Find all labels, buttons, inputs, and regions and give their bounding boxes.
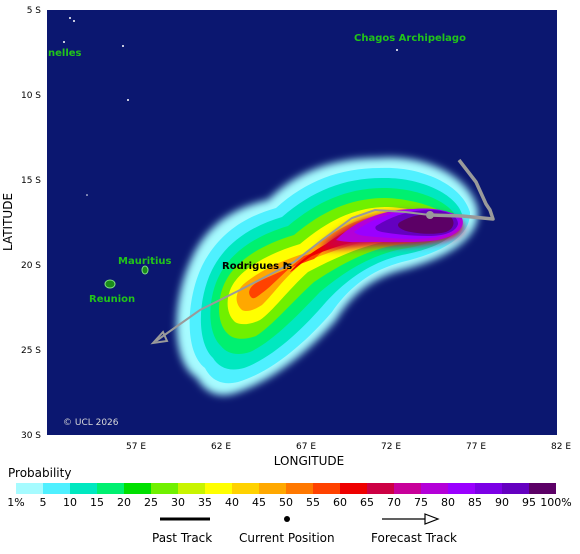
forecast-track (155, 208, 431, 342)
scale-swatch (259, 483, 286, 494)
scale-label: 10 (63, 496, 77, 509)
lat-tick: 30 S (21, 431, 41, 441)
lon-tick: 57 E (126, 442, 146, 452)
current-position-marker (426, 211, 434, 219)
scale-swatch (313, 483, 340, 494)
scale-label: 45 (252, 496, 266, 509)
scale-swatch (16, 483, 43, 494)
place-rodrigues: Rodrigues Is (222, 261, 292, 272)
scale-swatch (151, 483, 178, 494)
lat-tick: 15 S (21, 176, 41, 186)
place-chagos: Chagos Archipelago (354, 33, 466, 44)
probability-map: Chagos Archipelago nelles Mauritius Reun… (1, 6, 571, 468)
lat-tick: 5 S (27, 6, 42, 16)
scale-label: 5 (39, 496, 47, 509)
scale-swatch (43, 483, 70, 494)
scale-label: 50 (279, 496, 293, 509)
scale-label: 35 (198, 496, 212, 509)
place-mauritius: Mauritius (118, 256, 172, 267)
lon-tick: 67 E (296, 442, 316, 452)
scale-label: 65 (360, 496, 374, 509)
past-track-key (160, 517, 210, 521)
place-seychelles: nelles (48, 48, 82, 59)
scale-label: 70 (387, 496, 401, 509)
forecast-arrowhead (150, 330, 169, 345)
scale-label: 85 (468, 496, 482, 509)
scale-label: 60 (333, 496, 347, 509)
scale-label: 80 (441, 496, 455, 509)
scale-label: 90 (495, 496, 509, 509)
lon-tick: 77 E (466, 442, 486, 452)
scale-label: 55 (306, 496, 320, 509)
lat-tick: 10 S (21, 91, 41, 101)
scale-label: 15 (90, 496, 104, 509)
scale-swatch (502, 483, 529, 494)
scale-label: 1% (7, 496, 25, 509)
scale-swatch (124, 483, 151, 494)
scale-swatch (475, 483, 502, 494)
scale-swatch (205, 483, 232, 494)
current-position-label: Current Position (239, 531, 335, 545)
scale-swatch (448, 483, 475, 494)
scale-label: 40 (225, 496, 239, 509)
y-axis-title: LATITUDE (1, 193, 15, 251)
past-track-label: Past Track (152, 531, 213, 545)
forecast-track-key (382, 513, 440, 525)
place-reunion: Reunion (89, 294, 135, 305)
scale-label: 75 (414, 496, 428, 509)
latitude-axis: 5 S 10 S 15 S 20 S 25 S 30 S (21, 6, 41, 441)
longitude-axis: 57 E 62 E 67 E 72 E 77 E 82 E (126, 442, 571, 452)
scale-swatch (394, 483, 421, 494)
lon-tick: 82 E (551, 442, 571, 452)
scale-swatch (97, 483, 124, 494)
scale-swatch (367, 483, 394, 494)
scale-label: 100% (540, 496, 572, 509)
scale-label: 20 (117, 496, 131, 509)
probability-scale-labels: 1% 5 10 15 20 25 30 35 40 45 50 55 60 65 70 75 80 85 90 95 1… (0, 496, 580, 510)
lon-tick: 62 E (211, 442, 231, 452)
lon-tick: 72 E (381, 442, 401, 452)
scale-swatch (286, 483, 313, 494)
current-position-key (284, 516, 290, 522)
legend-title: Probability (8, 466, 72, 480)
scale-swatch (421, 483, 448, 494)
forecast-track-label: Forecast Track (371, 531, 457, 545)
past-track (429, 158, 495, 221)
copyright-label: © UCL 2026 (63, 418, 119, 428)
lat-tick: 25 S (21, 346, 41, 356)
probability-color-scale (16, 483, 556, 494)
scale-swatch (70, 483, 97, 494)
reunion-island (104, 279, 116, 289)
scale-label: 25 (144, 496, 158, 509)
scale-swatch (340, 483, 367, 494)
x-axis-title: LONGITUDE (274, 454, 344, 468)
probability-swath (176, 157, 479, 396)
scale-label: 30 (171, 496, 185, 509)
mauritius-island (141, 265, 149, 275)
scale-swatch (232, 483, 259, 494)
lat-tick: 20 S (21, 261, 41, 271)
storm-tracks (150, 158, 495, 345)
scale-swatch (529, 483, 556, 494)
scale-label: 95 (522, 496, 536, 509)
scale-swatch (178, 483, 205, 494)
